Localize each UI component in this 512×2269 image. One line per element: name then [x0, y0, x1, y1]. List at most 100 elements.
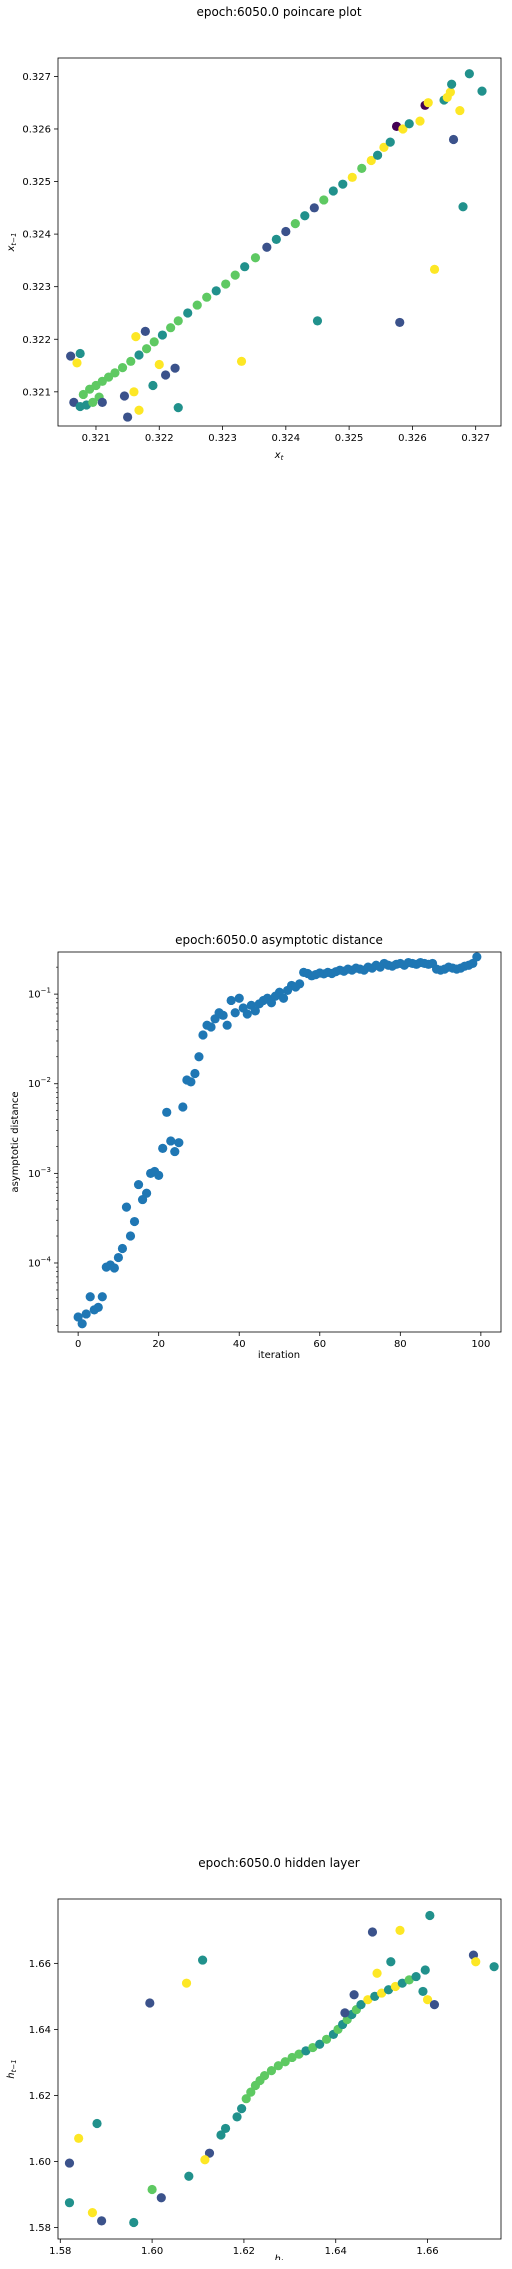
asymptotic-point-37	[222, 1020, 232, 1030]
hidden-point-24	[370, 1991, 380, 2001]
poincare-point-20	[192, 300, 202, 310]
hidden-point-22	[356, 2000, 366, 2010]
asymptotic-point-28	[186, 1077, 196, 1087]
poincare-point-12	[126, 356, 136, 366]
poincare-point-34	[328, 186, 338, 196]
hidden-point-55	[420, 1965, 430, 1975]
asymptotic-y-tick-label: 10−2	[28, 1076, 51, 1090]
poincare-point-30	[290, 219, 300, 229]
hidden-y-axis-label: ht−1	[6, 2059, 18, 2078]
asymptotic-x-tick-label: 40	[233, 1339, 246, 1350]
asymptotic-y-axis-label: asymptotic distance	[10, 1091, 21, 1192]
asymptotic-point-30	[194, 1052, 204, 1062]
asymptotic-point-14	[129, 1216, 140, 1227]
poincare-point-26	[250, 253, 261, 263]
poincare-point-38	[366, 155, 376, 166]
hidden-x-tick-label: 1.64	[325, 2246, 347, 2257]
hidden-point-50	[367, 1927, 378, 1937]
asymptotic-point-40	[234, 993, 244, 1003]
poincare-point-17	[166, 323, 176, 333]
poincare-x-tick-label: 0.324	[272, 433, 301, 444]
asymptotic-x-axis-label: iteration	[258, 1350, 300, 1361]
hidden-x-tick-label: 1.58	[49, 2246, 71, 2257]
poincare-y-tick-label: 0.321	[22, 387, 51, 398]
poincare-point-60	[236, 356, 247, 366]
poincare-x-tick-label: 0.321	[82, 433, 111, 444]
poincare-point-33	[319, 195, 329, 205]
poincare-x-axis-label: xt	[274, 450, 284, 462]
poincare-point-25	[240, 262, 250, 272]
asymptotic-x-tick-label: 0	[75, 1339, 81, 1350]
asymptotic-point-9	[109, 1263, 119, 1273]
poincare-point-24	[230, 270, 240, 280]
asymptotic-point-2	[81, 1309, 91, 1319]
hidden-point-42	[64, 2158, 75, 2168]
poincare-x-tick-label: 0.326	[398, 433, 427, 444]
hidden-point-32	[216, 2130, 226, 2140]
poincare-x-tick-label: 0.327	[461, 433, 490, 444]
poincare-point-43	[398, 124, 408, 134]
hidden-point-26	[383, 1985, 394, 1995]
asymptotic-point-25	[174, 1138, 184, 1148]
hidden-point-9	[280, 2057, 290, 2067]
asymptotic-x-tick-label: 80	[394, 1339, 407, 1350]
hidden-y-tick-label: 1.62	[29, 2091, 51, 2102]
hidden-point-53	[395, 1925, 405, 1935]
hidden-point-2	[241, 2094, 251, 2104]
hidden-layer-frame	[57, 1898, 502, 2240]
hidden-point-39	[97, 2216, 107, 2226]
asymptotic-point-3	[85, 1292, 95, 1302]
poincare-point-32	[309, 203, 319, 213]
hidden-point-6	[259, 2071, 270, 2081]
poincare-point-62	[170, 363, 180, 373]
hidden-point-36	[147, 2184, 157, 2195]
poincare-point-55	[464, 69, 474, 79]
hidden-point-45	[145, 1998, 155, 2008]
hidden-point-0	[232, 2112, 242, 2122]
hidden-layer-title: epoch:6050.0 hidden layer	[198, 1856, 360, 1870]
poincare-point-51	[447, 79, 457, 89]
poincare-point-53	[455, 105, 465, 116]
hidden-point-47	[198, 1955, 208, 1965]
poincare-point-19	[183, 308, 193, 318]
asymptotic-point-10	[113, 1252, 124, 1263]
poincare-y-axis-label: xt−1	[6, 233, 18, 253]
poincare-point-72	[66, 351, 76, 361]
poincare-point-23	[221, 279, 231, 289]
poincare-point-58	[395, 317, 405, 328]
asymptotic-x-tick-label: 20	[152, 1339, 165, 1350]
asymptotic-point-36	[218, 1010, 228, 1020]
hidden-point-37	[156, 2193, 166, 2203]
hidden-point-57	[425, 1910, 435, 1921]
poincare-point-73	[72, 358, 82, 368]
poincare-y-tick-label: 0.325	[22, 177, 51, 188]
asymptotic-point-12	[121, 1202, 132, 1212]
hidden-point-8	[273, 2061, 283, 2071]
asymptotic-point-22	[162, 1107, 172, 1117]
hidden-point-52	[386, 1957, 396, 1967]
hidden-point-23	[363, 1995, 373, 2005]
poincare-point-28	[271, 234, 281, 244]
hidden-point-13	[308, 2042, 318, 2053]
poincare-point-52	[448, 134, 459, 145]
asymptotic-x-tick-label: 60	[313, 1339, 326, 1350]
hidden-point-61	[489, 1962, 499, 1972]
hidden-layer-chart: epoch:6050.0 hidden layer 1.58 1.60 1.62 1.…	[6, 1856, 502, 2260]
poincare-point-65	[148, 380, 158, 391]
poincare-x-tick-label: 0.323	[208, 433, 237, 444]
poincare-x-tick-label: 0.322	[145, 433, 174, 444]
hidden-point-15	[321, 2034, 332, 2044]
asymptotic-point-15	[133, 1179, 144, 1190]
hidden-point-35	[184, 2171, 194, 2181]
poincare-point-40	[379, 142, 389, 152]
hidden-y-tick-label: 1.66	[29, 1959, 51, 1970]
asymptotic-y-tick-label: 10−4	[28, 1255, 52, 1269]
hidden-point-43	[74, 2133, 84, 2143]
asymptotic-point-23	[166, 1136, 176, 1146]
asymptotic-point-21	[158, 1143, 168, 1153]
poincare-point-27	[262, 242, 272, 252]
poincare-plot-chart: epoch:6050.0 poincare plot 0.321 0.322 0.3…	[6, 5, 502, 462]
poincare-x-tick-label: 0.325	[335, 433, 364, 444]
asymptotic-distance-title: epoch:6050.0 asymptotic distance	[175, 933, 383, 947]
hidden-point-14	[315, 2039, 325, 2049]
